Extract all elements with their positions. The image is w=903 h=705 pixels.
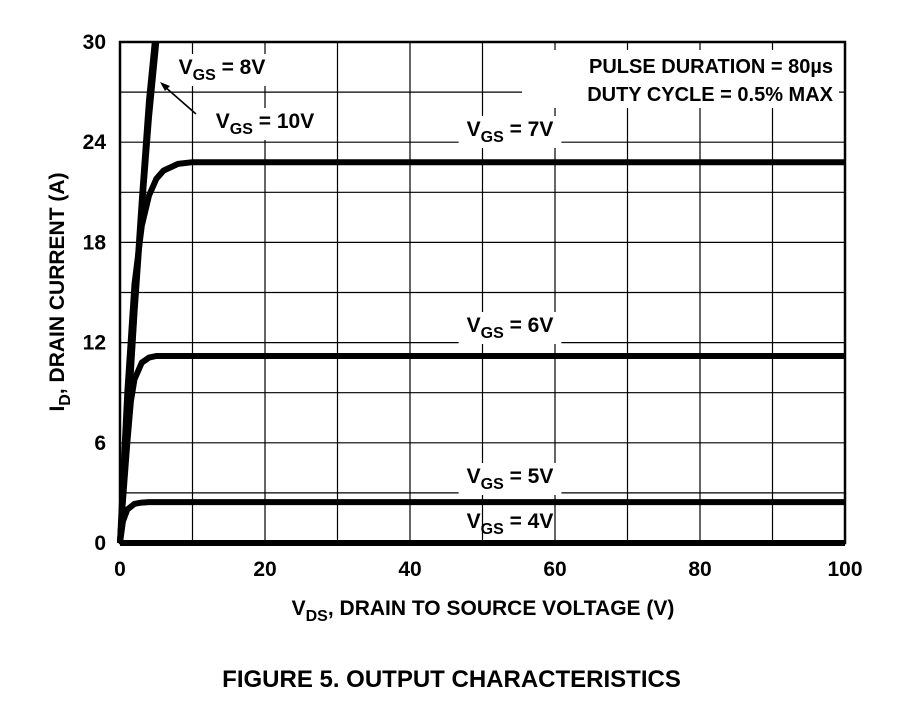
curve-label: VGS = 10V <box>207 108 323 140</box>
svg-text:VGS = 5V: VGS = 5V <box>467 465 554 493</box>
output-characteristics-chart: VGS = 4V VGS = 5V VGS = 6V VGS = 7V VGS = 8V… <box>46 31 863 625</box>
y-tick-label: 12 <box>83 332 106 355</box>
annotation-line-2: DUTY CYCLE = 0.5% MAX <box>587 84 833 106</box>
x-tick-label: 20 <box>253 558 276 581</box>
svg-text:VGS = 4V: VGS = 4V <box>467 510 554 538</box>
curve-label: VGS = 4V <box>467 510 554 538</box>
plot-border <box>118 40 847 545</box>
y-axis-label: ID, DRAIN CURRENT (A) <box>46 172 74 411</box>
svg-text:VGS = 7V: VGS = 7V <box>467 118 554 146</box>
curve-label: VGS = 5V <box>458 463 562 495</box>
plot-frame <box>118 40 847 545</box>
curve-label-bg <box>458 312 562 344</box>
label-pointer-arrow <box>160 82 197 115</box>
curve-vgs-10v <box>117 41 160 544</box>
x-tick-label: 100 <box>827 558 862 581</box>
y-tick-label: 24 <box>83 131 107 154</box>
curve-label-bg <box>458 463 562 495</box>
y-tick-label: 0 <box>94 532 106 555</box>
svg-text:VGS = 10V: VGS = 10V <box>216 110 314 138</box>
x-tick-label: 80 <box>688 558 711 581</box>
x-tick-label: 0 <box>114 558 126 581</box>
x-axis-label: VDS, DRAIN TO SOURCE VOLTAGE (V) <box>292 597 675 625</box>
x-tick-label: 40 <box>398 558 421 581</box>
x-tick-label: 60 <box>543 558 566 581</box>
curve-label: VGS = 7V <box>458 116 562 148</box>
y-tick-label: 30 <box>83 31 106 54</box>
curve-label-bg <box>207 108 323 140</box>
curve-label-bg <box>170 54 274 86</box>
curve-label: VGS = 6V <box>458 312 562 344</box>
annotation-line-1: PULSE DURATION = 80µs <box>589 56 833 78</box>
y-tick-label: 6 <box>94 432 106 455</box>
curve-label: VGS = 8V <box>170 54 274 86</box>
svg-text:VGS = 6V: VGS = 6V <box>467 314 554 342</box>
figure-caption: FIGURE 5. OUTPUT CHARACTERISTICS <box>222 666 681 693</box>
curve-labels: VGS = 4V VGS = 5V VGS = 6V VGS = 7V VGS = 8V… <box>160 54 562 538</box>
annotation-bg <box>522 50 839 108</box>
curve-label-bg <box>458 116 562 148</box>
y-tick-label: 18 <box>83 231 107 254</box>
svg-text:VGS = 8V: VGS = 8V <box>179 56 266 84</box>
tick-labels: 0 20 40 60 80 100 0 6 12 18 24 30 <box>83 31 863 581</box>
